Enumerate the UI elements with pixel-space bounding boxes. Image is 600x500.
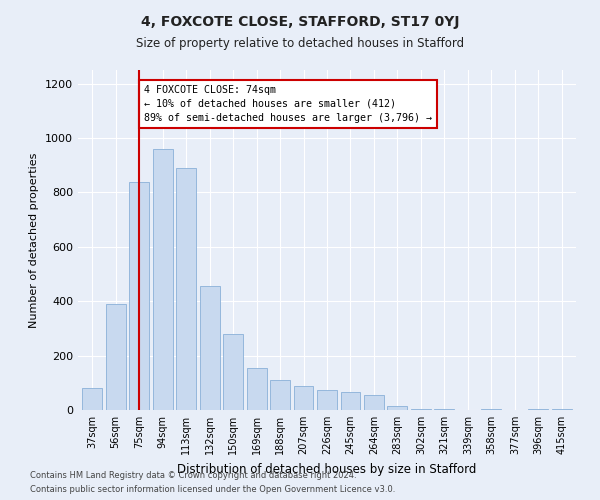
Y-axis label: Number of detached properties: Number of detached properties: [29, 152, 40, 328]
Bar: [341, 392, 361, 410]
Bar: [223, 334, 243, 410]
Bar: [388, 406, 407, 410]
Bar: [529, 408, 548, 410]
Bar: [552, 408, 572, 410]
Bar: [411, 408, 431, 410]
Bar: [481, 408, 502, 410]
Text: Contains HM Land Registry data © Crown copyright and database right 2024.: Contains HM Land Registry data © Crown c…: [30, 470, 356, 480]
Bar: [176, 168, 196, 410]
Bar: [317, 390, 337, 410]
Text: 4 FOXCOTE CLOSE: 74sqm
← 10% of detached houses are smaller (412)
89% of semi-de: 4 FOXCOTE CLOSE: 74sqm ← 10% of detached…: [144, 85, 432, 123]
Bar: [364, 395, 384, 410]
Text: 4, FOXCOTE CLOSE, STAFFORD, ST17 0YJ: 4, FOXCOTE CLOSE, STAFFORD, ST17 0YJ: [141, 15, 459, 29]
Bar: [152, 149, 173, 410]
Bar: [434, 408, 454, 410]
Bar: [200, 286, 220, 410]
Bar: [106, 304, 125, 410]
Bar: [129, 182, 149, 410]
Bar: [270, 380, 290, 410]
X-axis label: Distribution of detached houses by size in Stafford: Distribution of detached houses by size …: [178, 462, 476, 475]
Bar: [82, 388, 102, 410]
Bar: [293, 386, 313, 410]
Text: Size of property relative to detached houses in Stafford: Size of property relative to detached ho…: [136, 38, 464, 51]
Text: Contains public sector information licensed under the Open Government Licence v3: Contains public sector information licen…: [30, 486, 395, 494]
Bar: [247, 368, 266, 410]
